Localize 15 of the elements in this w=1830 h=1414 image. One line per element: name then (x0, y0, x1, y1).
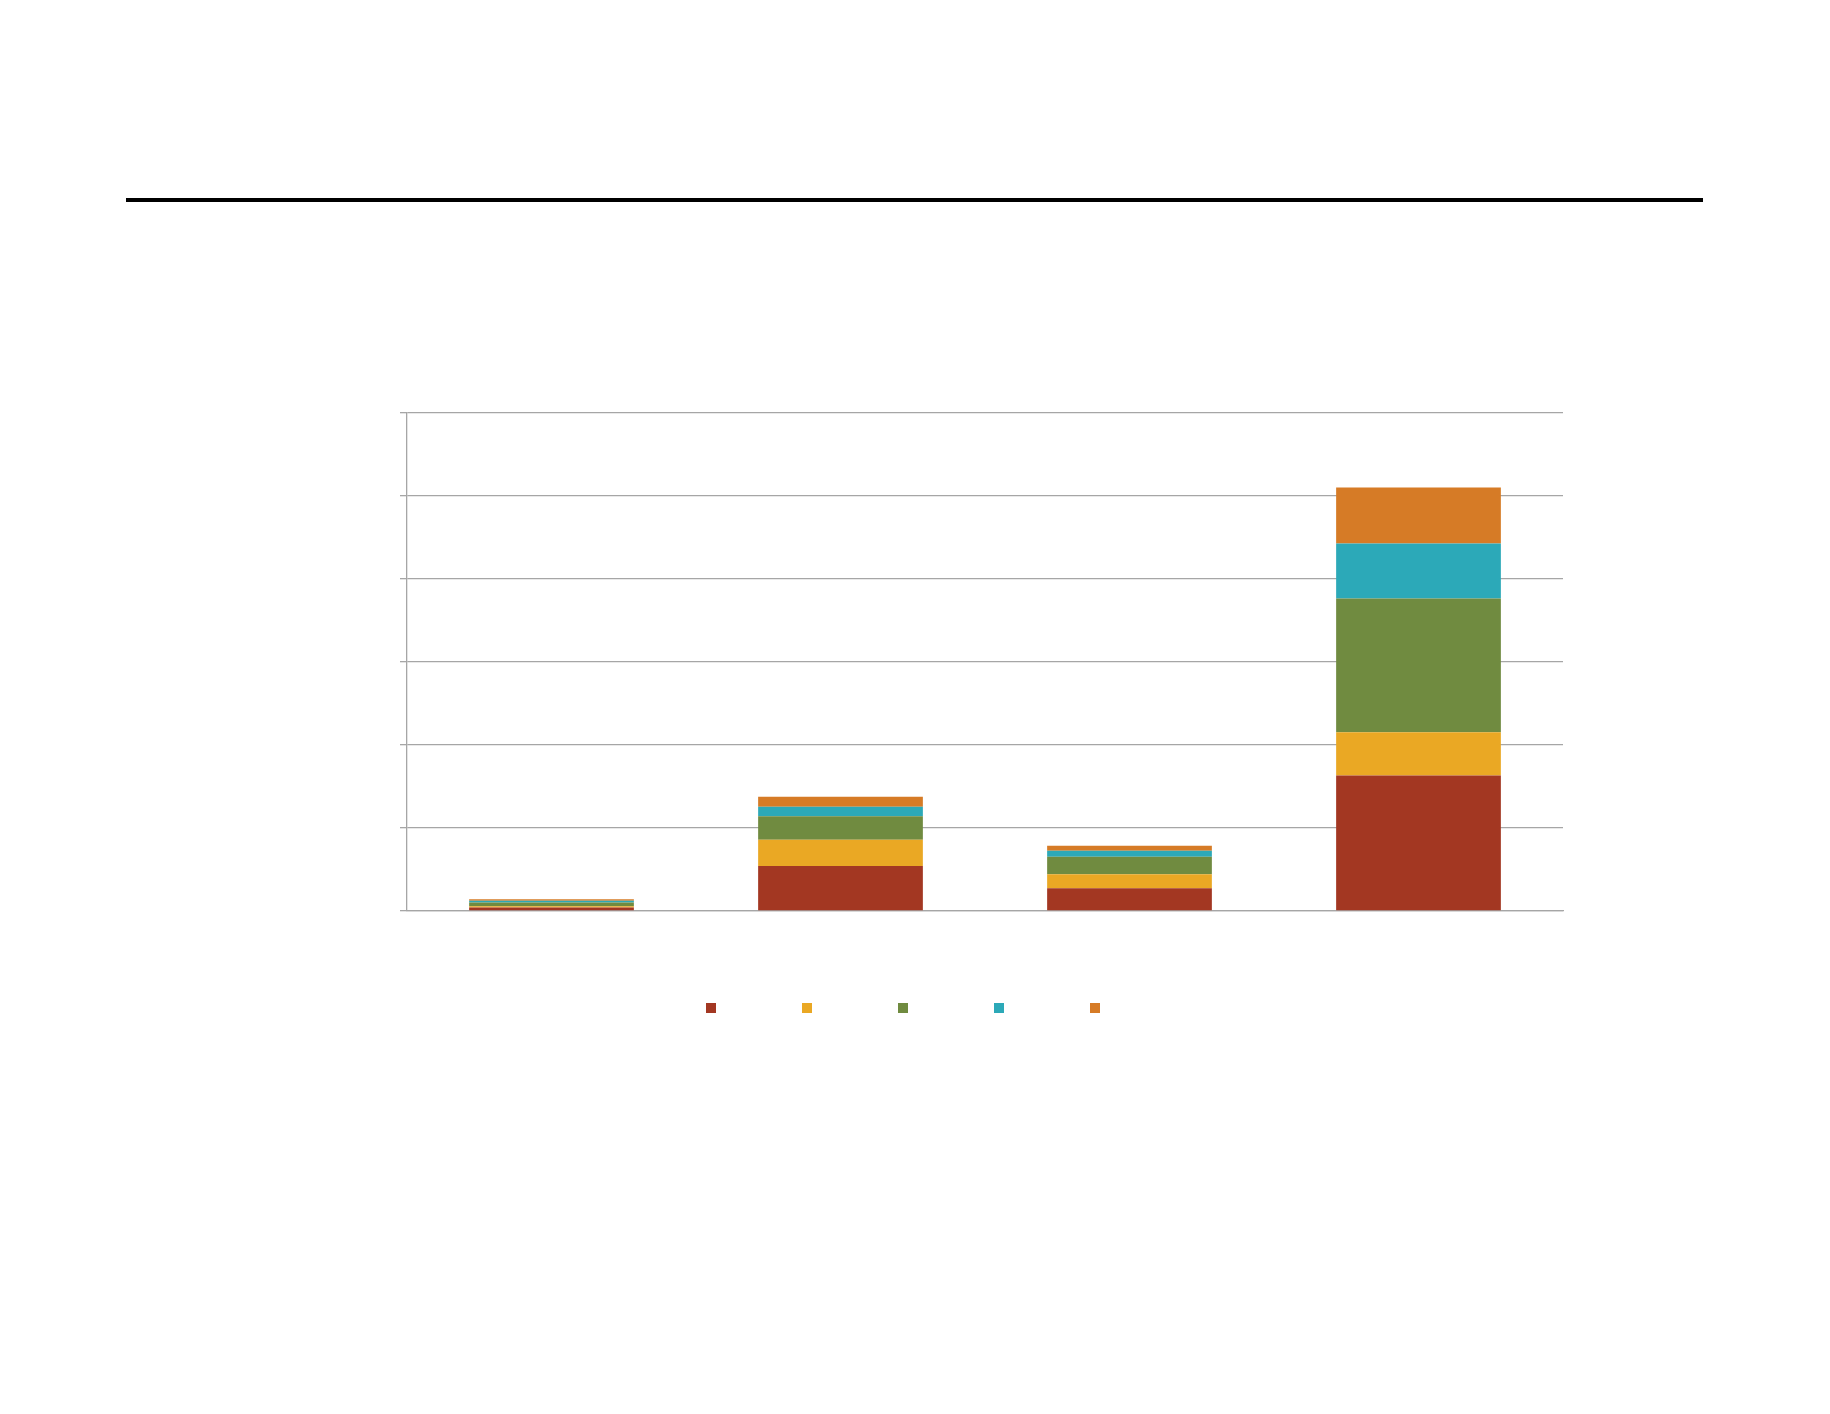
bar (1047, 874, 1212, 889)
bar (758, 816, 923, 840)
bar (1336, 487, 1501, 544)
bar (1047, 850, 1212, 857)
bar (1336, 543, 1501, 599)
bar (758, 796, 923, 807)
bar (1047, 845, 1212, 851)
bar (1336, 732, 1501, 776)
bar (1047, 888, 1212, 911)
bar (1336, 598, 1501, 733)
bar (758, 866, 923, 911)
bar (758, 839, 923, 867)
bar (1336, 775, 1501, 911)
bar (1047, 856, 1212, 875)
bar (758, 806, 923, 817)
